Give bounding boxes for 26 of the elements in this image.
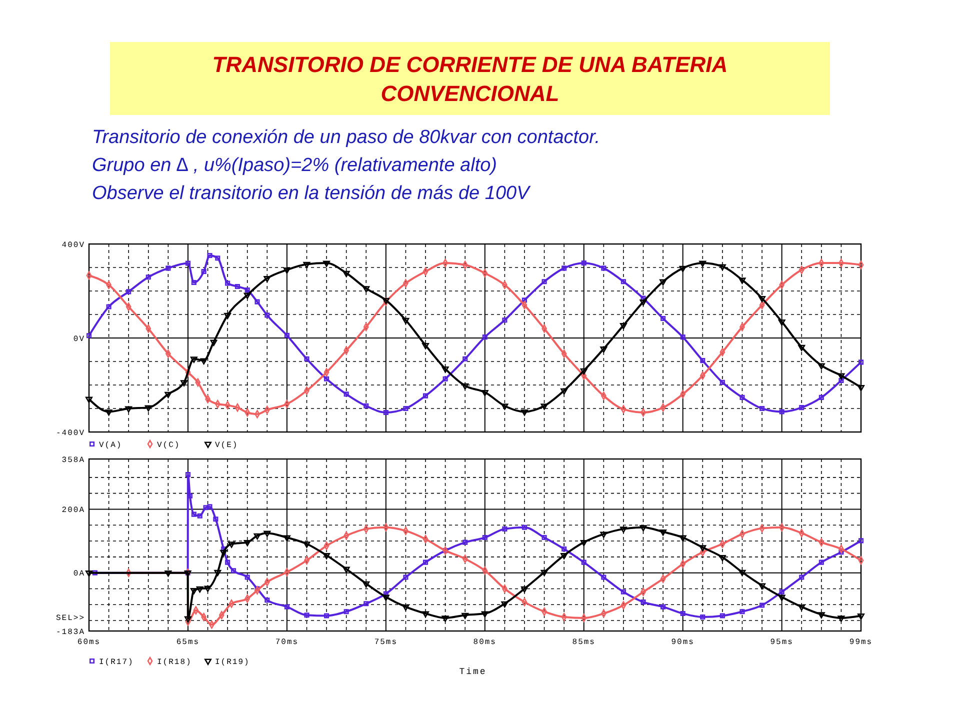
text: SEL>> (56, 614, 85, 623)
legend-label: I(R18) (157, 658, 192, 667)
y-tick-label: -400V (56, 428, 85, 438)
x-tick-label: 80ms (473, 638, 496, 647)
x-tick-label: 85ms (572, 638, 596, 647)
y-tick-label: 400V (62, 240, 85, 250)
x-tick-label: 70ms (275, 638, 299, 647)
legend-label: V(C) (157, 440, 180, 450)
legend-label: V(E) (215, 440, 238, 450)
y-tick-label: 358A (62, 456, 85, 465)
x-tick-label: 75ms (374, 638, 398, 647)
x-tick-label: 99ms (849, 638, 873, 647)
y-tick-label: 0A (73, 570, 85, 579)
legend-label: I(R17) (99, 658, 134, 667)
y-tick-label: 200A (62, 506, 85, 516)
x-tick-label: 60ms (77, 638, 101, 647)
legend-label: I(R19) (215, 658, 250, 667)
legend-label: V(A) (99, 440, 122, 450)
x-tick-label: 65ms (176, 638, 200, 647)
x-axis-title: Time (459, 667, 487, 677)
x-tick-label: 95ms (770, 638, 794, 647)
y-tick-label: -183A (56, 628, 85, 637)
x-tick-label: 90ms (671, 638, 694, 647)
y-tick-label: 0V (73, 334, 85, 344)
chart-subtitle: Transitorio de conexión de un paso de 80kvar con contactor. Grupo en ∆ , u%(Ipaso)=2% (relativamente alto) Observe el transitorio en la tensión de más de 100V (92, 127, 600, 204)
chart-title: TRANSITORIO DE CORRIENTE DE UNA BATERIA CONVENCIONAL (212, 52, 728, 106)
